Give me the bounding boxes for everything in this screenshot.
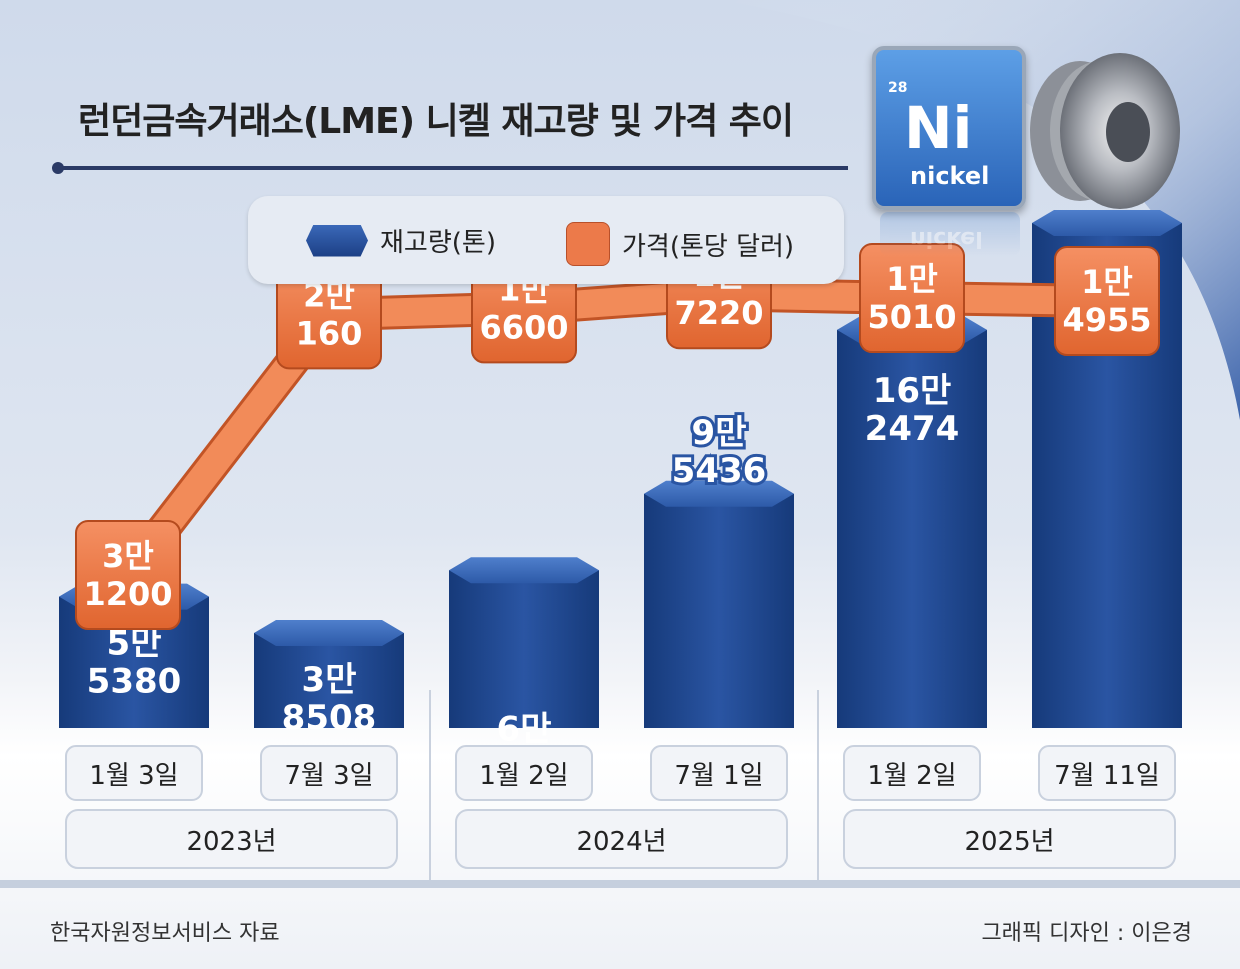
x-tick-label: 7월 1일 [674,761,763,791]
stock-data-label: 5436 [672,451,767,491]
date-label-box [260,745,398,801]
date-label: 7월 1일 [650,745,788,801]
nickel-element-tile: 28 Ni nickel [872,46,1026,210]
date-label-box [650,745,788,801]
price-data-label: 1만 [1081,263,1133,301]
stock-bar-top [644,480,794,507]
stock-bar-top [1032,210,1182,236]
price-data-label: 1200 [83,575,172,613]
title-underline-cap [52,162,64,174]
legend-label-price: 가격(톤당 달러) [622,231,795,262]
x-tick-label: 1월 2일 [479,761,568,791]
year-label: 2024년 [576,827,666,857]
price-data-label: 160 [296,314,363,352]
date-label: 7월 11일 [1038,745,1176,801]
stock-bar-body [449,570,599,728]
legend: 재고량(톤) 가격(톤당 달러) [248,196,844,284]
stock-bar-body [837,329,987,728]
x-tick-label: 7월 3일 [284,761,373,791]
price-data-label: 1만 [886,260,938,298]
source-note: 한국자원정보서비스 자료 [50,921,280,946]
stock-data-label: 5만 [107,624,162,664]
stock-data-label: 8508 [282,698,377,738]
date-label-box [455,745,593,801]
year-group: 2025년 [843,809,1176,869]
element-symbol: Ni [904,94,973,162]
element-name: nickel [910,162,990,190]
price-marker-box [75,520,181,630]
stock-bar-top [449,557,599,584]
date-label-box [65,745,203,801]
price-marker-box [859,243,965,354]
x-tick-label: 1월 3일 [89,761,178,791]
legend-item-stock: 재고량(톤) [306,222,496,259]
footer-divider [0,880,1240,888]
date-label: 1월 3일 [65,745,203,801]
stock-data-label: 5380 [87,662,182,702]
legend-label-stock: 재고량(톤) [380,228,496,258]
price-data-label: 4955 [1062,301,1151,339]
date-label: 1월 2일 [843,745,981,801]
stock-data-label: 9만 [692,413,747,453]
stock-bar-top [254,620,404,646]
stock-data-label: 3만 [302,660,357,700]
x-tick-label: 7월 11일 [1054,761,1160,791]
year-group: 2024년 [455,809,788,869]
price-data-label: 3만 [102,537,154,575]
price-marker-box [1054,246,1160,356]
date-label: 7월 3일 [260,745,398,801]
reflection-text: nickel [910,226,983,251]
year-group: 2023년 [65,809,398,869]
atomic-number: 28 [888,80,908,96]
nickel-tile-reflection: nickel [880,212,1020,256]
price-data-label: 6600 [479,308,568,346]
stock-data-label: 6만 [497,709,552,749]
x-tick-label: 1월 2일 [867,761,956,791]
year-label: 2025년 [964,827,1054,857]
year-label-box [65,809,398,869]
stock-bar-body [644,493,794,728]
stock-data-label: 16만 [873,371,952,411]
date-label: 1월 2일 [455,745,593,801]
design-credit: 그래픽 디자인 : 이은경 [981,921,1192,946]
legend-item-price: 가격(톤당 달러) [566,222,794,266]
year-label-box [455,809,788,869]
date-label-box [1038,745,1176,801]
nickel-coil-icon [1030,53,1180,209]
page-title: 런던금속거래소(LME) 니켈 재고량 및 가격 추이 [78,101,794,142]
stock-bar: 6만4158 [449,557,599,787]
price-data-label: 5010 [867,298,956,336]
orange-square-icon [566,222,610,266]
year-label: 2023년 [186,827,276,857]
stock-bar-body [254,633,404,728]
price-data-label: 7220 [674,294,763,332]
hexagon-bar-icon [306,224,368,257]
date-label-box [843,745,981,801]
year-label-box [843,809,1176,869]
stock-data-label: 2474 [865,409,960,449]
